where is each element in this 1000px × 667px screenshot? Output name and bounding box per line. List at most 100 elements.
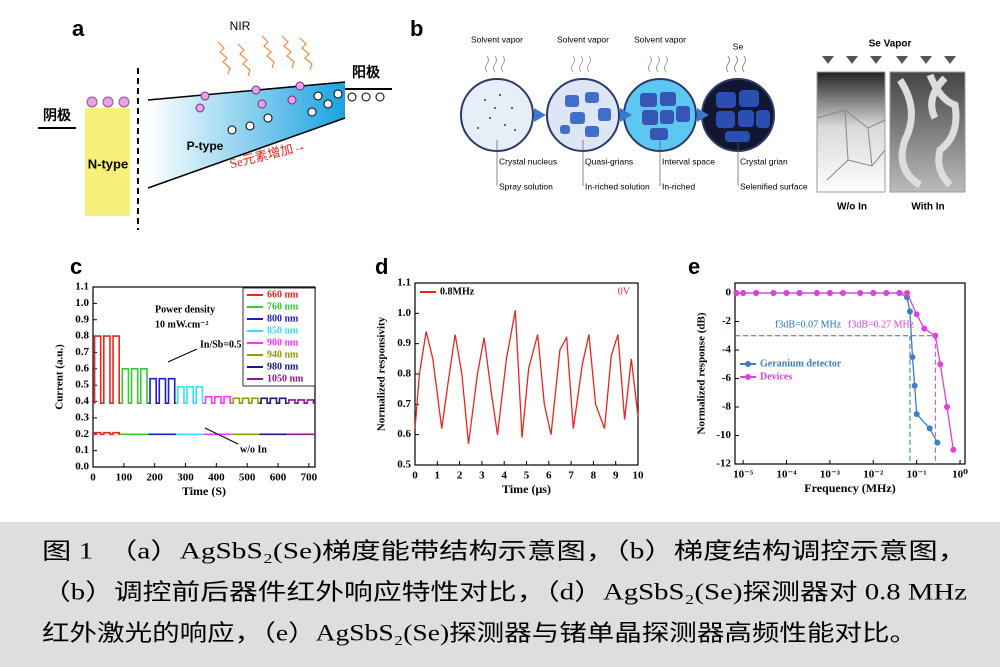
data-point (926, 425, 933, 432)
chart-2: e 10⁻⁵ 10⁻⁴ 10⁻³ 10⁻² 10⁻¹ 10⁰ 0 -2 -4 -6 -8 -10 -12 F… (688, 254, 968, 495)
n-type-label: N-type (88, 156, 128, 171)
data-point (896, 289, 903, 296)
y-tick-label: 0.4 (75, 395, 89, 407)
data-point (911, 382, 918, 389)
x-tick-label: 300 (177, 472, 194, 484)
y-tick-label: -2 (722, 315, 732, 327)
data-point (934, 439, 941, 446)
vapor-lines (485, 55, 746, 73)
p-type-label: P-type (187, 139, 224, 153)
vapor-label: Solvent vapor (634, 34, 686, 44)
holes-p (227, 89, 343, 135)
data-point (909, 354, 916, 361)
annotation: 0V (618, 286, 631, 297)
data-point (733, 289, 740, 296)
x-tick-label: 5 (524, 470, 530, 482)
y-tick-label: 0.5 (75, 379, 89, 391)
leaders (496, 140, 739, 186)
grain-boundaries (816, 109, 886, 181)
legend-marker (745, 374, 751, 380)
y-tick-label: 1.1 (75, 281, 89, 293)
y-tick-label: -4 (722, 344, 732, 356)
x-tick-label: 200 (146, 472, 163, 484)
x-tick-label: 4 (501, 470, 507, 482)
y-tick-label: 0.1 (75, 444, 89, 456)
x-tick-label: 10 (633, 470, 645, 482)
legend-label: 800 nm (267, 313, 299, 324)
annotation: w/o In (240, 444, 267, 455)
x-tick-label: 6 (546, 470, 552, 482)
series-line (287, 399, 315, 436)
legend-label: 980 nm (267, 361, 299, 372)
n-region (85, 108, 130, 216)
legend-marker (745, 361, 751, 367)
crystal-grains (716, 90, 770, 142)
stage-label: Crystal nucleus (499, 156, 557, 166)
legend-label: 760 nm (267, 301, 299, 312)
legend-label: 660 nm (267, 289, 299, 300)
x-tick-label: 10⁻² (863, 469, 884, 481)
series-line (259, 397, 288, 436)
data-point (883, 289, 890, 296)
y-tick-label: 0.3 (75, 411, 89, 423)
panel-label: e (688, 254, 700, 279)
x-axis-label: Frequency (MHz) (804, 481, 895, 495)
vapor-label: Solvent vapor (557, 34, 609, 44)
data-point (813, 289, 820, 296)
data-point (753, 289, 760, 296)
y-tick-label: -6 (722, 372, 732, 384)
without-in-image (816, 71, 886, 193)
data-point (796, 289, 803, 296)
se-vapor-label: Se Vapor (869, 39, 912, 50)
holes (86, 96, 130, 108)
stage-label: Quasi-grians (585, 156, 633, 166)
without-in-label: W/o In (837, 202, 867, 213)
y-tick-label: 1.0 (75, 297, 89, 309)
plot-frame (414, 282, 639, 466)
data-point (870, 289, 877, 296)
stage-label: Crystal grian (740, 156, 788, 166)
y-tick-label: -10 (716, 429, 731, 441)
x-tick-label: 10⁻⁴ (776, 469, 797, 481)
y-tick-label: 0.2 (75, 428, 89, 440)
with-in-label: With In (911, 202, 944, 213)
y-tick-label: 0.7 (75, 346, 89, 358)
data-point (921, 325, 928, 332)
annotation: Power density (155, 304, 215, 315)
y-axis-label: Normalized responsivity (376, 316, 388, 431)
y-tick-label: 0.0 (75, 461, 89, 473)
annotation: 10 mW.cm⁻² (155, 319, 208, 330)
x-tick-label: 0 (412, 470, 418, 482)
x-axis-label: Time (S) (182, 484, 226, 498)
charts: c0 100 200 300 400 500 600 7000.00.10.20.30.40.… (54, 254, 969, 498)
data-point (826, 289, 833, 296)
panel-label: b (410, 16, 423, 41)
data-point (913, 311, 920, 318)
annotation: f3dB=0.07 MHz (775, 319, 842, 330)
stage-label: In-riched (662, 181, 695, 191)
x-tick-label: 3 (479, 470, 485, 482)
data-point (783, 289, 790, 296)
y-axis-label: Normalized response (dB) (696, 312, 708, 434)
grains (640, 92, 690, 140)
chart-1: d 0 1 2 3 4 5 6 7 8 9 10 0.5 0.6 0.7 0.8 0.9 1.0 1.1 Time (… (375, 254, 644, 496)
x-tick-label: 500 (239, 472, 256, 484)
cathode-label: 阴极 (43, 107, 72, 124)
data-point (906, 308, 913, 315)
legend-label: Geranium detector (760, 358, 842, 369)
x-tick-label: 600 (270, 472, 287, 484)
y-tick-label: 0.8 (397, 368, 411, 380)
data-point (943, 403, 950, 410)
panel-a: a 阴极 N-type 阳极 NIR P-type Se元素增加→ (38, 16, 392, 230)
x-tick-label: 10⁰ (952, 469, 968, 481)
panel-label: d (375, 254, 388, 279)
chart-0: c 0 100 200 300 400 500 600 700 0.0 0.1 0.2 0.3 0.4 0.… (54, 254, 318, 498)
y-tick-label: 0.7 (397, 398, 411, 410)
stage-label: In-riched solution (585, 181, 650, 191)
x-tick-label: 8 (591, 470, 597, 482)
nir-rays (217, 35, 313, 77)
series-line (120, 368, 149, 436)
series-line (204, 395, 232, 436)
series-line (414, 310, 639, 444)
